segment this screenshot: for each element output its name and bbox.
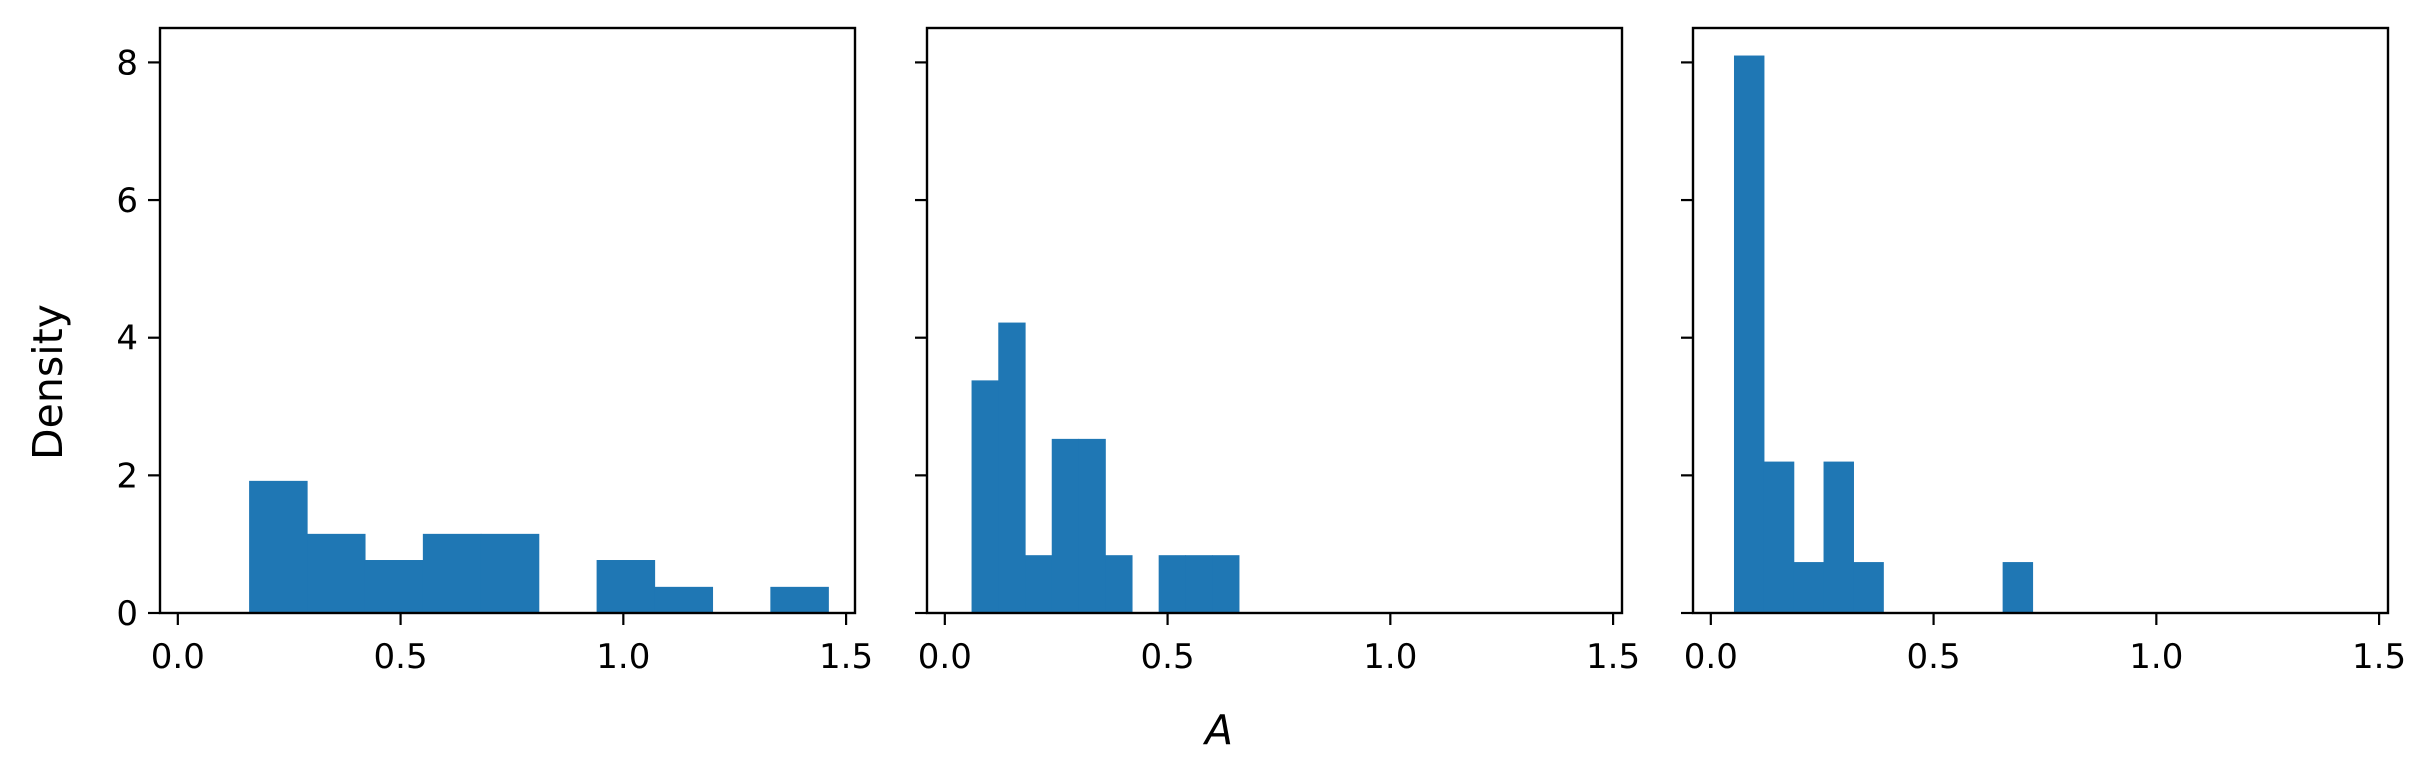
- histogram-bar: [998, 322, 1026, 613]
- histogram-bar: [480, 533, 540, 613]
- x-tick-label: 0.0: [918, 637, 972, 677]
- x-tick-label: 0.0: [151, 637, 205, 677]
- x-tick-label: 0.5: [1141, 637, 1195, 677]
- x-tick-label: 1.0: [2129, 637, 2183, 677]
- x-tick-label: 0.5: [374, 637, 428, 677]
- histogram-bar: [770, 586, 829, 613]
- histogram-bar: [1025, 555, 1053, 613]
- histogram-bar: [422, 533, 482, 613]
- histogram-bar: [364, 560, 424, 613]
- x-tick-label: 1.5: [1586, 637, 1640, 677]
- x-tick-label: 0.5: [1907, 637, 1961, 677]
- histogram-bar: [2002, 562, 2034, 613]
- x-tick-label: 1.5: [819, 637, 873, 677]
- y-tick-label: 0: [116, 594, 138, 634]
- histogram-bar: [249, 480, 308, 613]
- panel-3: 0.0 0.5 1.0 1.5: [1681, 26, 2406, 677]
- axes-frame: [1691, 26, 2390, 615]
- panel-2: 0.0 0.5 1.0 1.5: [915, 26, 1640, 677]
- axes-frame: [925, 26, 1624, 615]
- histogram-bar: [307, 533, 366, 613]
- panel-1: 0.0 0.5 1.0 1.5 0 2 4 6 8: [116, 26, 873, 677]
- histogram-bar: [1078, 438, 1106, 613]
- histogram-bar: [1793, 562, 1825, 613]
- y-tick-label: 4: [116, 319, 138, 359]
- histogram-bar: [1105, 555, 1133, 613]
- histogram-bar: [1158, 555, 1186, 613]
- histogram-bar: [654, 586, 714, 613]
- histogram-bar: [1212, 555, 1240, 613]
- x-tick-label: 0.0: [1684, 637, 1738, 677]
- histogram-panels: 0.0 0.5 1.0 1.5 0 2 4 6 8 0.0 0.5 1.0 1.5 0.0 0.5 1.0 1.…: [116, 26, 2406, 677]
- x-tick-label: 1.5: [2352, 637, 2406, 677]
- histogram-bar: [1763, 461, 1795, 613]
- y-tick-label: 6: [116, 181, 138, 221]
- y-tick-label: 8: [116, 43, 138, 83]
- histogram-bar: [1051, 438, 1080, 613]
- histogram-bar: [596, 560, 656, 613]
- y-tick-label: 2: [116, 456, 138, 496]
- x-tick-label: 1.0: [596, 637, 650, 677]
- histogram-bar: [971, 380, 999, 613]
- x-tick-label: 1.0: [1363, 637, 1417, 677]
- histogram-bar: [1185, 555, 1213, 613]
- x-axis-label: A: [1202, 706, 1233, 754]
- histogram-bar: [1853, 562, 1884, 613]
- histogram-bar: [1733, 55, 1765, 613]
- y-axis-label: Density: [24, 304, 72, 460]
- axes-frame: [158, 26, 857, 615]
- histogram-bar: [1823, 461, 1854, 613]
